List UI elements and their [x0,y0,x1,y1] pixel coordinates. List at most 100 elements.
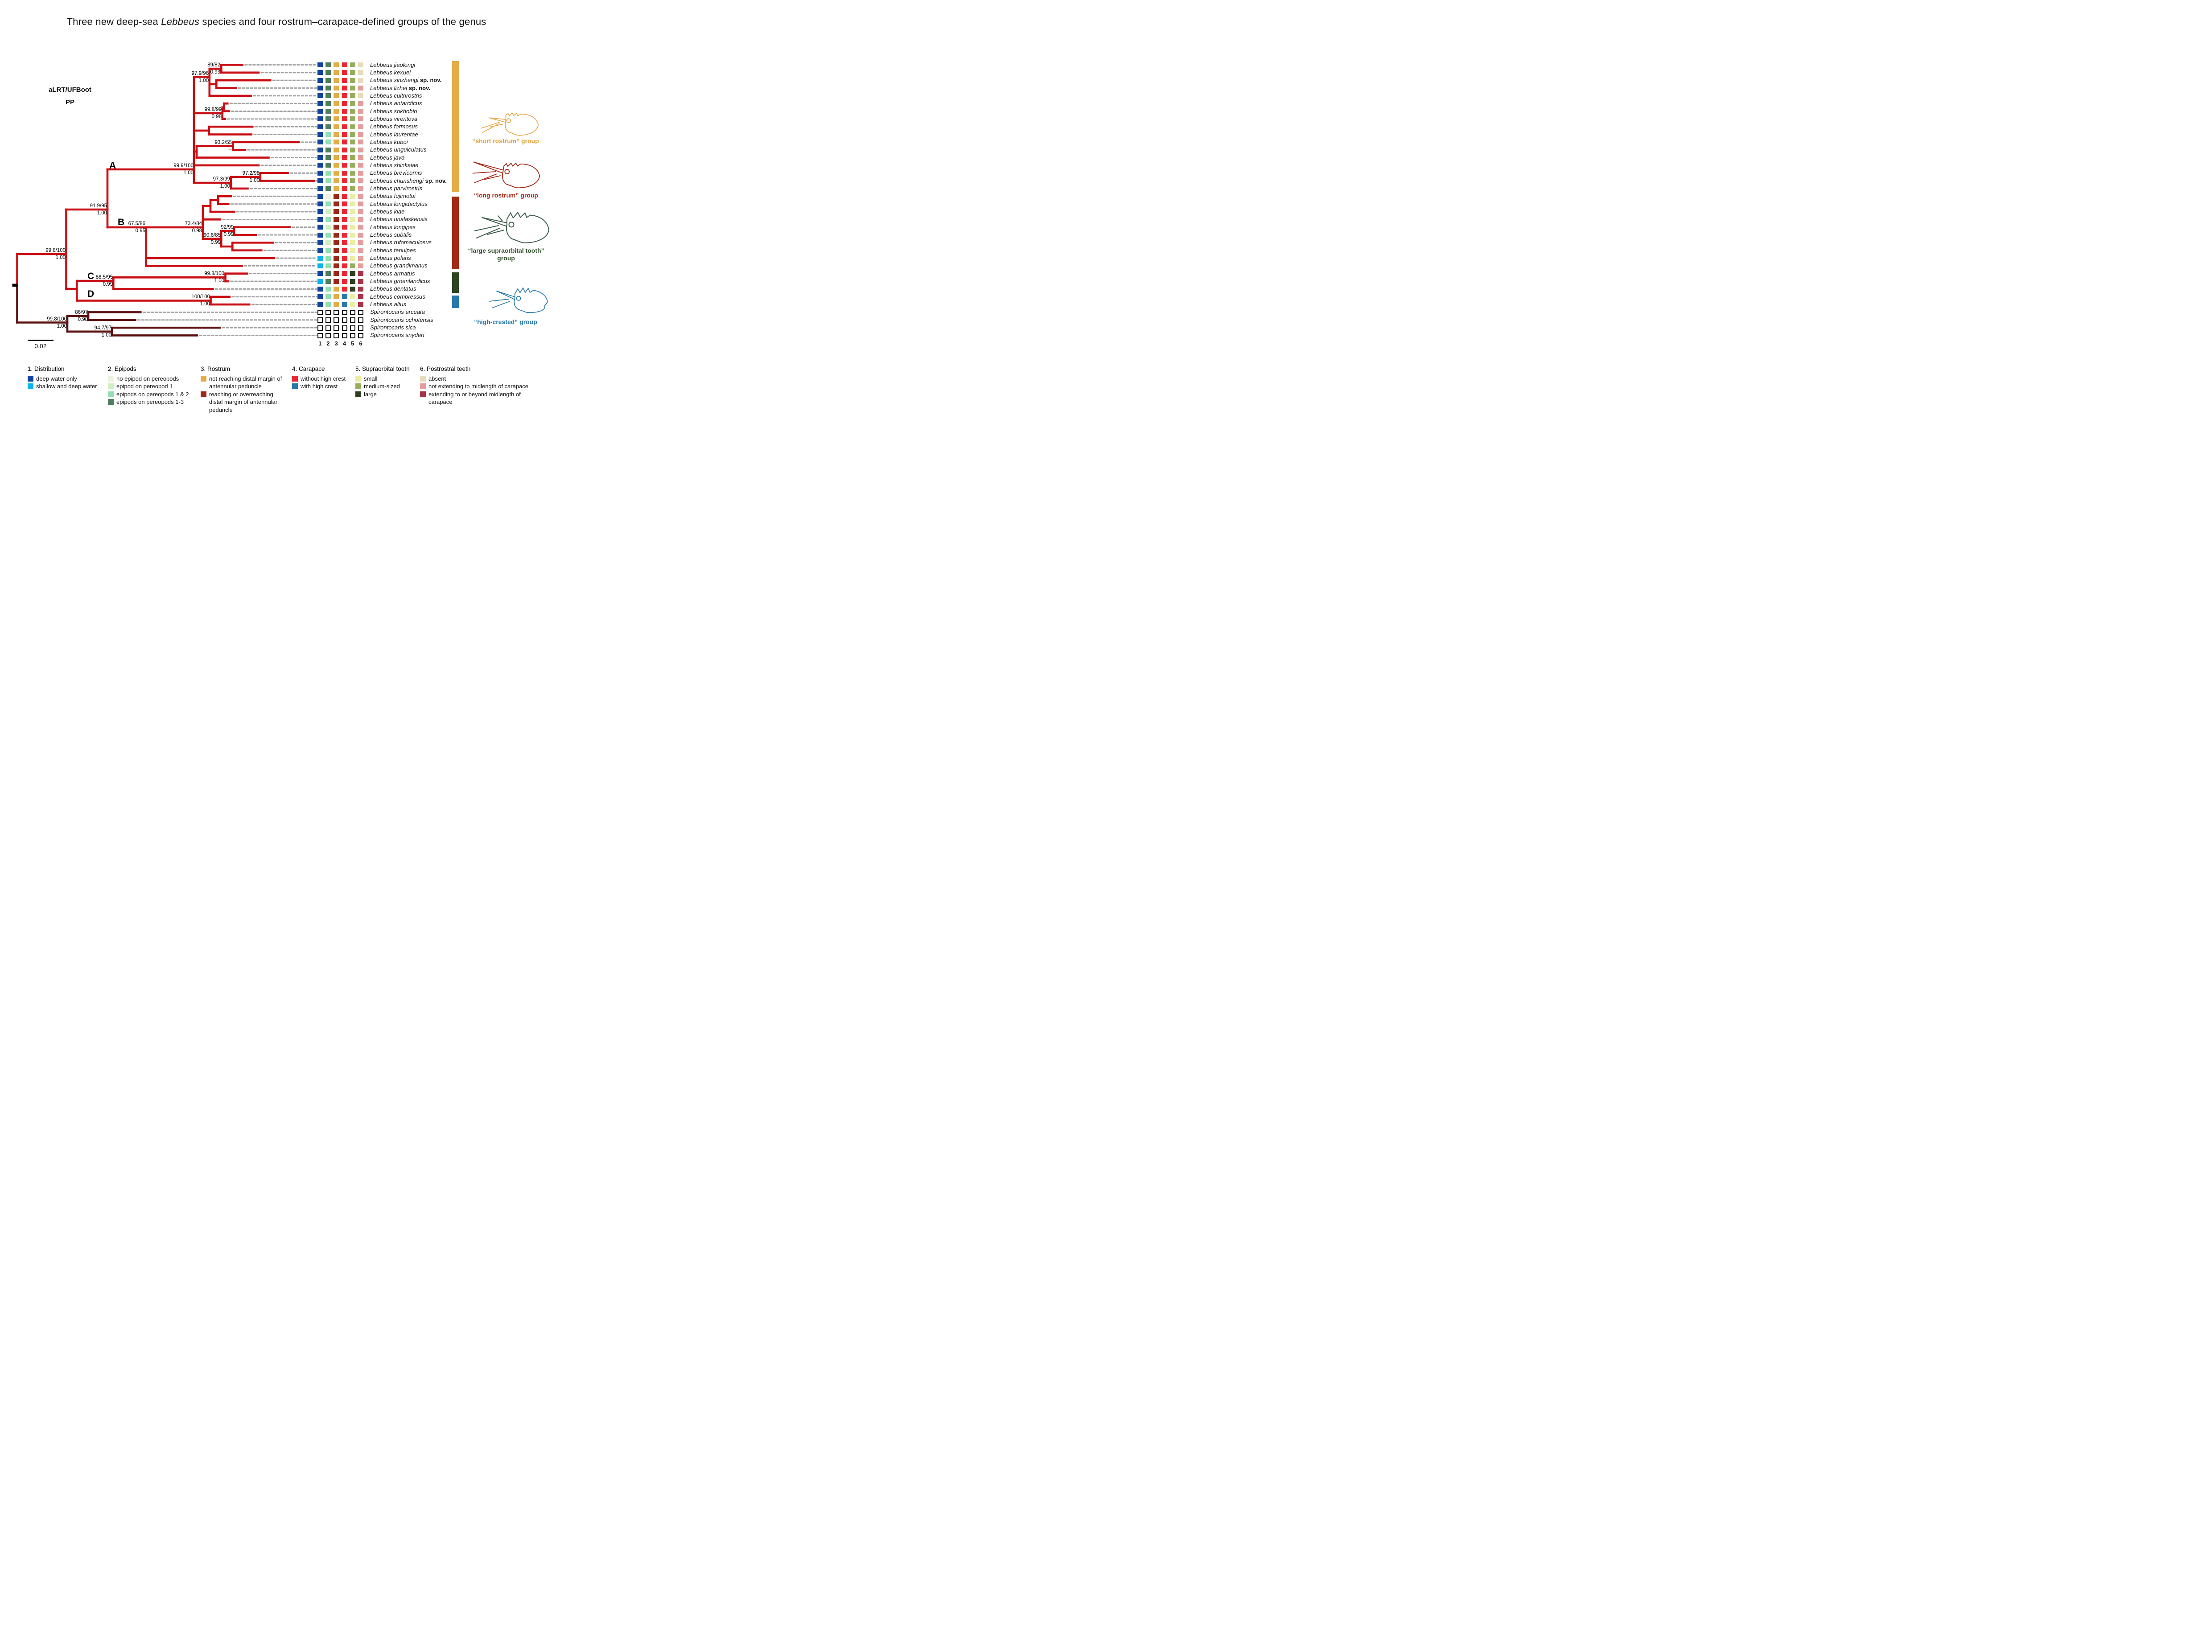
matrix-cell [342,193,347,199]
legend-section-title: 6. Postrostral teeth [420,366,471,372]
matrix-cell [342,294,347,300]
taxon-label: Lebbeus kiae [370,208,404,215]
taxon-name: Lebbeus grandimanus [370,262,428,269]
shrimp-illustration-short-rostrum [481,112,539,136]
matrix-cell-empty [317,317,323,323]
taxon-name: Lebbeus xinzhengi [370,77,419,84]
matrix-cell [317,209,323,214]
taxon-name: Lebbeus longipes [370,223,416,230]
group-label-line: group [497,255,515,262]
support-alrt-ufboot: 99.9/100 [173,163,194,168]
taxon-label: Lebbeus cultrirostris [370,92,422,99]
group-bar [452,296,459,308]
matrix-cell [334,294,339,300]
scale-bar-line [28,340,54,341]
matrix-cell [350,240,355,245]
matrix-cell-empty [342,317,347,323]
matrix-cell [325,78,331,83]
legend-chip [28,383,33,390]
matrix-cell [334,163,339,168]
matrix-cell [334,193,339,199]
matrix-cell [325,170,331,176]
matrix-column-number: 4 [342,340,346,347]
matrix-cell [350,186,355,191]
matrix-cell [334,201,339,207]
matrix-cell [342,209,347,214]
legend-item-text: deep water only [36,375,77,382]
taxon-label: Lebbeus compressus [370,293,425,300]
matrix-cell-empty [325,309,331,315]
support-pp: 1.00 [220,184,230,189]
legend-section-title: 2. Epipods [108,366,136,372]
support-format-label: aLRT/UFBoot PP [25,84,115,109]
support-pp: 1.00 [55,255,66,260]
matrix-cell [317,101,323,106]
taxon-name: Spirontocaris arcuata [370,308,425,316]
matrix-cell [317,140,323,145]
taxon-name: Lebbeus unguiculatus [370,146,427,153]
support-values: 99.8/99 0.98 [184,107,222,120]
phylogeny-figure: Three new deep-sea Lebbeus species and f… [0,0,553,413]
support-values: 97.9/96 1.00 [171,70,209,84]
matrix-cell [358,78,363,83]
taxon-name: Lebbeus lizhei [370,84,408,91]
legend-chip [420,391,426,397]
matrix-cell [358,109,363,114]
support-values: 86/97 0.98 [50,309,88,323]
taxon-label: Lebbeus longidactylus [370,201,428,208]
matrix-cell [325,124,331,129]
root-tick [12,284,18,287]
legend-section-title: 1. Distribution [28,366,65,372]
matrix-cell [350,248,355,253]
matrix-cell [334,217,339,222]
taxon-label: Lebbeus antarcticus [370,100,422,107]
taxon-label: Lebbeus virentova [370,115,417,123]
group-label: “high-crested” group [448,318,553,326]
support-pp: 1.00 [200,301,210,307]
taxon-name: Lebbeus compressus [370,293,425,300]
matrix-cell [350,263,355,268]
matrix-cell [358,217,363,222]
taxon-label: Lebbeus subtilis [370,231,412,238]
matrix-cell-empty [334,325,339,331]
figure-title: Three new deep-sea Lebbeus species and f… [0,16,553,28]
matrix-cell [342,163,347,168]
matrix-cell [358,93,363,99]
matrix-cell [334,116,339,122]
matrix-cell [325,232,331,238]
legend-chip [292,376,298,382]
support-alrt-ufboot: 67.5/86 [128,221,145,226]
taxon-label: Spirontocaris sica [370,324,416,331]
taxon-new-species-tag: sp. nov. [407,84,430,91]
scale-bar-label: 0.02 [34,342,47,349]
title-pre: Three new deep-sea [66,16,161,27]
matrix-cell-empty [325,325,331,331]
matrix-cell [358,70,363,75]
matrix-cell [358,225,363,230]
taxon-name: Lebbeus armatus [370,270,415,277]
support-pp: 1.00 [198,78,209,83]
matrix-cell [350,255,355,261]
matrix-cell [334,225,339,230]
support-pp: 0.99 [210,239,221,245]
legend-item-text: epipods on pereopods 1 & 2 [116,390,189,398]
taxon-name: Lebbeus altus [370,301,406,308]
matrix-cell [325,302,331,307]
taxon-new-species-tag: sp. nov. [424,177,447,184]
matrix-cell [342,302,347,307]
legend-chip [108,399,114,405]
support-alrt-ufboot: 89/82 [207,62,220,68]
matrix-cell [358,263,363,268]
matrix-cell [358,170,363,176]
group-label: “short rostrum” group [448,137,553,145]
matrix-cell [350,217,355,222]
group-label-line: “large supraorbital tooth” [468,247,544,254]
matrix-cell [317,124,323,129]
legend-item-text: large [364,390,377,398]
matrix-cell [358,101,363,106]
support-values: 94.7/97 1.00 [74,325,111,338]
matrix-cell [325,209,331,214]
matrix-cell [334,170,339,176]
matrix-cell [334,101,339,106]
support-format-line1: aLRT/UFBoot [49,86,91,94]
